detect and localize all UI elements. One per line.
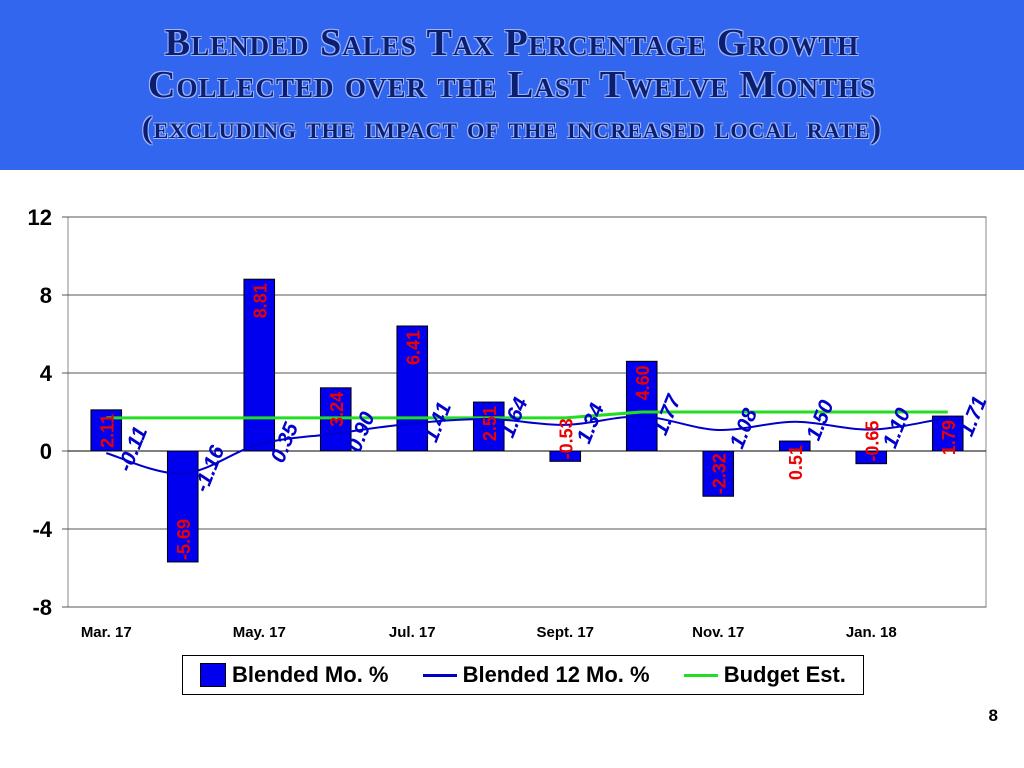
legend-item-budget: Budget Est. <box>683 662 846 688</box>
title-banner: Blended Sales Tax Percentage Growth Coll… <box>0 0 1024 170</box>
legend-label-monthly: Blended Mo. % <box>232 662 389 687</box>
y-tick-label: -8 <box>32 595 52 620</box>
x-tick-label: Mar. 17 <box>81 624 132 641</box>
bar-value-label: -0.65 <box>862 421 882 462</box>
bar-value-label: 4.60 <box>633 365 653 400</box>
bar-monthly <box>931 415 964 452</box>
x-tick-label: May. 17 <box>233 624 286 641</box>
y-tick-label: 0 <box>40 439 52 464</box>
bar-value-label: -2.32 <box>709 453 729 494</box>
x-tick-label: Nov. 17 <box>692 624 744 641</box>
x-tick-label: Jul. 17 <box>389 624 436 641</box>
x-tick-label: Sept. 17 <box>536 624 594 641</box>
sales-tax-chart: -8 -4 0 4 8 12 2.11 -5.69 8.81 3.24 6.41 2.51 -0.53 4… <box>28 205 992 641</box>
legend-swatch-bar <box>200 663 227 687</box>
title-line-2: Collected over the Last Twelve Months <box>148 64 876 106</box>
bar-value-label: -5.69 <box>174 519 194 560</box>
y-tick-label: 4 <box>40 361 53 386</box>
bar-value-label: 8.81 <box>250 283 270 318</box>
legend-item-monthly: Blended Mo. % <box>200 662 388 688</box>
bar-value-label: 2.51 <box>480 406 500 441</box>
bar-monthly <box>625 360 658 452</box>
y-tick-label: 12 <box>28 205 52 230</box>
page-number: 8 <box>988 706 998 725</box>
blended-12mo-line <box>105 415 948 475</box>
legend-label-12mo: Blended 12 Mo. % <box>462 662 650 687</box>
legend-swatch-12mo-line <box>422 673 457 677</box>
bar-value-label: 1.79 <box>939 420 959 455</box>
budget-est-line <box>106 410 948 420</box>
bar-monthly <box>243 278 276 452</box>
bar-value-label: 0.51 <box>786 445 806 480</box>
bar-value-label: 6.41 <box>403 330 423 365</box>
chart-legend: Blended Mo. % Blended 12 Mo. % Budget Es… <box>182 655 864 695</box>
legend-swatch-budget-line <box>683 673 718 677</box>
legend-label-budget: Budget Est. <box>723 662 846 687</box>
bar-value-label: 3.24 <box>327 392 347 427</box>
y-tick-label: -4 <box>32 517 52 542</box>
x-tick-label: Jan. 18 <box>846 624 897 641</box>
bar-value-label: -0.53 <box>556 418 576 459</box>
title-line-3: (excluding the impact of the increased l… <box>141 109 883 145</box>
title-line-1: Blended Sales Tax Percentage Growth <box>164 22 860 64</box>
bar-value-label: 2.11 <box>97 414 117 448</box>
bar-monthly <box>472 401 505 452</box>
y-tick-label: 8 <box>40 283 52 308</box>
legend-item-12mo: Blended 12 Mo. % <box>422 662 650 688</box>
